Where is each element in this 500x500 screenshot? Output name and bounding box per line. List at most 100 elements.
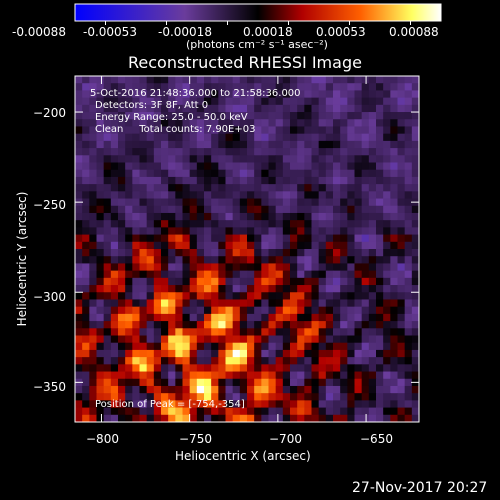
heatmap-pixel bbox=[139, 357, 148, 365]
heatmap-pixel bbox=[239, 112, 248, 120]
heatmap-pixel bbox=[153, 220, 162, 228]
heatmap-pixel bbox=[239, 104, 248, 113]
heatmap-pixel bbox=[175, 249, 183, 257]
heatmap-pixel bbox=[390, 155, 398, 163]
heatmap-pixel bbox=[82, 104, 90, 113]
heatmap-pixel bbox=[168, 342, 176, 351]
heatmap-pixel bbox=[125, 371, 133, 380]
heatmap-pixel bbox=[411, 400, 419, 408]
heatmap-pixel bbox=[325, 335, 334, 344]
heatmap-pixel bbox=[304, 321, 312, 329]
heatmap-pixel bbox=[182, 198, 191, 207]
heatmap-pixel bbox=[153, 364, 162, 372]
heatmap-pixel bbox=[182, 313, 191, 322]
heatmap-pixel bbox=[239, 371, 248, 380]
heatmap-pixel bbox=[218, 205, 226, 214]
heatmap-pixel bbox=[354, 140, 363, 149]
heatmap-pixel bbox=[397, 97, 406, 106]
heatmap-pixel bbox=[282, 277, 291, 286]
heatmap-pixel bbox=[196, 133, 205, 142]
heatmap-pixel bbox=[125, 414, 133, 422]
heatmap-pixel bbox=[247, 342, 255, 351]
heatmap-pixel bbox=[268, 378, 277, 387]
heatmap-pixel bbox=[139, 400, 148, 408]
heatmap-pixel bbox=[125, 205, 133, 214]
heatmap-pixel bbox=[383, 148, 391, 156]
heatmap-pixel bbox=[354, 198, 363, 207]
heatmap-pixel bbox=[333, 270, 341, 279]
heatmap-pixel bbox=[110, 342, 119, 351]
heatmap-pixel bbox=[89, 76, 97, 84]
heatmap-pixel bbox=[347, 220, 355, 228]
heatmap-pixel bbox=[225, 205, 234, 214]
heatmap-pixel bbox=[196, 184, 205, 192]
heatmap-pixel bbox=[275, 371, 284, 380]
heatmap-pixel bbox=[297, 205, 305, 214]
heatmap-pixel bbox=[175, 241, 183, 250]
heatmap-pixel bbox=[239, 176, 248, 185]
heatmap-pixel bbox=[75, 148, 83, 156]
heatmap-pixel bbox=[318, 385, 327, 394]
heatmap-pixel bbox=[139, 198, 148, 207]
heatmap-pixel bbox=[247, 335, 255, 344]
heatmap-pixel bbox=[239, 184, 248, 192]
heatmap-pixel bbox=[82, 191, 90, 199]
heatmap-pixel bbox=[146, 249, 155, 257]
heatmap-pixel bbox=[168, 191, 176, 199]
heatmap-pixel bbox=[211, 234, 219, 243]
heatmap-pixel bbox=[75, 155, 83, 163]
heatmap-pixel bbox=[204, 313, 212, 322]
heatmap-pixel bbox=[282, 378, 291, 387]
heatmap-pixel bbox=[139, 249, 148, 257]
heatmap-pixel bbox=[218, 234, 226, 243]
heatmap-pixel bbox=[318, 97, 327, 106]
heatmap-pixel bbox=[110, 263, 119, 272]
heatmap-pixel bbox=[146, 400, 155, 408]
heatmap-pixel bbox=[411, 299, 419, 308]
heatmap-pixel bbox=[254, 227, 262, 235]
heatmap-pixel bbox=[333, 371, 341, 380]
heatmap-pixel bbox=[368, 112, 377, 120]
heatmap-pixel bbox=[153, 385, 162, 394]
heatmap-pixel bbox=[75, 220, 83, 228]
heatmap-pixel bbox=[411, 191, 419, 199]
heatmap-pixel bbox=[118, 263, 126, 272]
heatmap-pixel bbox=[110, 270, 119, 279]
heatmap-pixel bbox=[261, 378, 269, 387]
heatmap-pixel bbox=[132, 256, 140, 264]
heatmap-pixel bbox=[232, 357, 241, 365]
heatmap-pixel bbox=[182, 90, 191, 99]
heatmap-pixel bbox=[189, 277, 198, 286]
heatmap-pixel bbox=[225, 162, 234, 171]
heatmap-pixel bbox=[247, 414, 255, 422]
heatmap-pixel bbox=[218, 357, 226, 365]
heatmap-pixel bbox=[275, 277, 284, 286]
heatmap-pixel bbox=[146, 313, 155, 322]
heatmap-pixel bbox=[390, 220, 398, 228]
heatmap-pixel bbox=[168, 292, 176, 300]
heatmap-pixel bbox=[397, 162, 406, 171]
heatmap-pixel bbox=[411, 205, 419, 214]
heatmap-pixel bbox=[376, 212, 384, 221]
heatmap-pixel bbox=[239, 162, 248, 171]
heatmap-pixel bbox=[268, 263, 277, 272]
heatmap-pixel bbox=[318, 342, 327, 351]
heatmap-pixel bbox=[82, 342, 90, 351]
info-time-range: 5-Oct-2016 21:48:36.000 to 21:58:36.000 bbox=[90, 88, 301, 99]
heatmap-pixel bbox=[168, 407, 176, 416]
heatmap-pixel bbox=[340, 234, 348, 243]
heatmap-pixel bbox=[404, 140, 413, 149]
heatmap-pixel bbox=[125, 191, 133, 199]
heatmap-pixel bbox=[397, 83, 406, 91]
heatmap-pixel bbox=[318, 234, 327, 243]
heatmap-pixel bbox=[275, 349, 284, 358]
heatmap-pixel bbox=[182, 205, 191, 214]
heatmap-pixel bbox=[146, 234, 155, 243]
heatmap-pixel bbox=[161, 321, 169, 329]
heatmap-pixel bbox=[297, 292, 305, 300]
heatmap-pixel bbox=[189, 83, 198, 91]
heatmap-pixel bbox=[153, 256, 162, 264]
heatmap-pixel bbox=[139, 97, 148, 106]
heatmap-pixel bbox=[204, 212, 212, 221]
heatmap-pixel bbox=[175, 198, 183, 207]
